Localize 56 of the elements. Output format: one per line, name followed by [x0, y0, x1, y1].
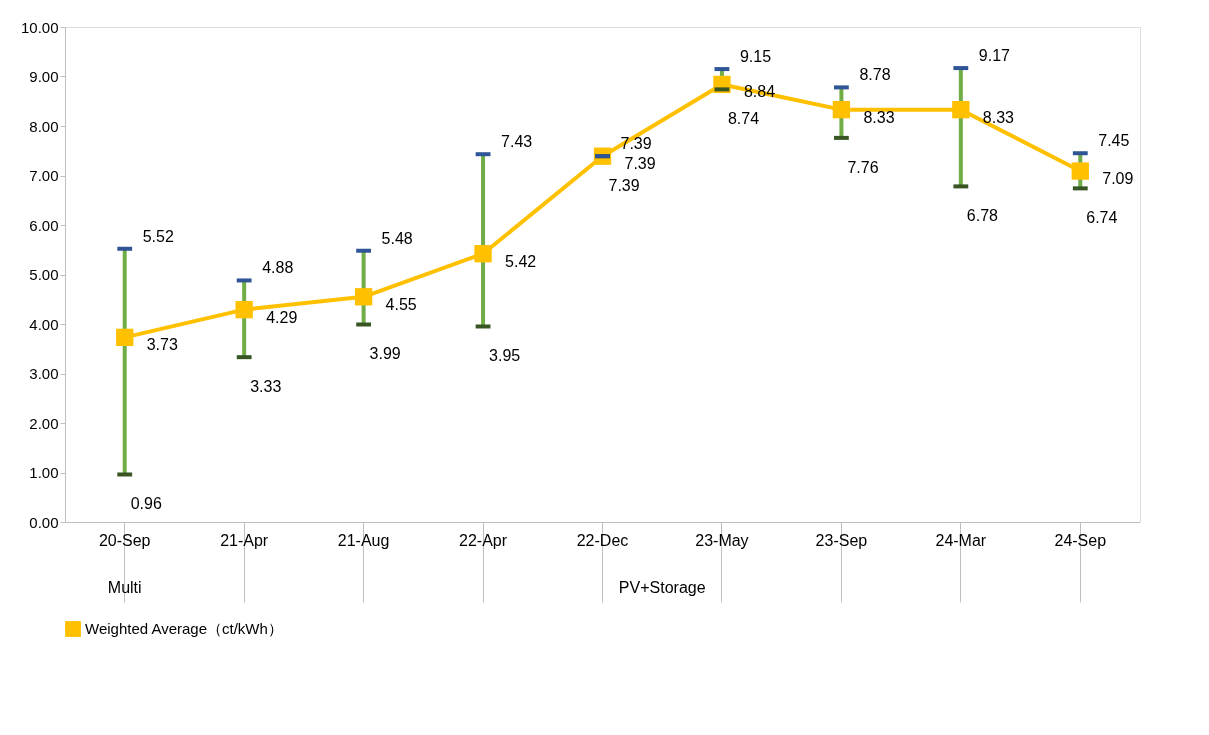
annotation: 8.74: [727, 110, 760, 128]
annotation: 3.33: [250, 378, 282, 396]
point: [116, 328, 134, 347]
x-tick-label: 21-Aug: [337, 531, 390, 549]
annotation: 3.95: [489, 347, 521, 365]
data-label: 3.73: [146, 336, 178, 354]
annotation: 3.99: [369, 345, 401, 363]
y-tick-label: 7.00: [29, 167, 59, 184]
data-label: 8.33: [863, 108, 895, 126]
point: [952, 101, 970, 119]
annotation: 7.43: [501, 133, 533, 151]
x-tick-label: 22-Dec: [576, 531, 629, 549]
x-tick-label: 23-May: [695, 531, 749, 549]
y-tick-label: 2.00: [29, 414, 59, 432]
x-tick-label: 24-Sep: [1054, 531, 1107, 549]
x-tick-label: 21-Apr: [220, 531, 269, 549]
annotation: 6.74: [1086, 209, 1118, 227]
x-tick-label: 22-Apr: [459, 531, 508, 549]
y-tick-label: 5.00: [29, 266, 59, 283]
legend-label: Weighted Average（ct/kWh）: [85, 620, 283, 637]
x-tick-label: 20-Sep: [98, 531, 151, 549]
y-tick-label: 1.00: [29, 464, 59, 481]
annotation: 9.15: [739, 48, 772, 66]
annotation: 0.96: [130, 495, 162, 513]
point: [1071, 162, 1089, 180]
annotation: 4.88: [262, 259, 294, 277]
x-tick-label: 23-Sep: [815, 531, 868, 549]
annotation: 9.17: [978, 47, 1011, 65]
point: [235, 300, 253, 319]
y-tick-label: 8.00: [29, 117, 59, 135]
point: [354, 288, 373, 306]
data-label: 4.55: [385, 295, 417, 313]
x-tick-label: 24-Mar: [935, 531, 987, 549]
annotation: 7.39: [624, 155, 656, 173]
y-tick-label: 9.00: [29, 68, 59, 85]
annotation: 5.52: [142, 227, 174, 245]
text: PV+Storage: [618, 579, 706, 596]
annotation: 8.78: [859, 66, 891, 84]
annotation: 6.78: [966, 207, 999, 225]
annotation: 5.48: [381, 229, 413, 247]
point: [474, 245, 492, 263]
y-tick-label: 10.00: [20, 18, 59, 36]
annotation: 7.76: [847, 158, 879, 176]
data-label: 8.33: [982, 108, 1015, 126]
data-label: 7.39: [620, 135, 652, 153]
text: Multi: [107, 579, 142, 596]
annotation: 7.45: [1098, 132, 1130, 150]
y-tick-label: 3.00: [29, 365, 59, 382]
data-label: 4.29: [266, 308, 298, 326]
data-label: 5.42: [505, 252, 537, 270]
y-tick-label: 0.00: [29, 513, 59, 531]
point: [832, 101, 851, 119]
annotation: 7.39: [608, 177, 640, 195]
data-label: 7.09: [1102, 170, 1134, 188]
y-tick-label: 6.00: [29, 216, 59, 234]
y-tick-label: 4.00: [29, 315, 59, 333]
